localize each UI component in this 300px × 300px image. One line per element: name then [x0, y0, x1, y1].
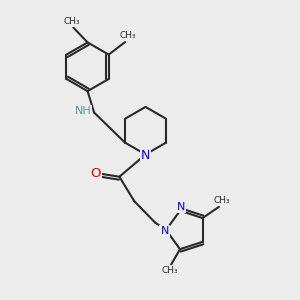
Text: CH₃: CH₃ — [119, 31, 136, 40]
Text: NH: NH — [74, 106, 91, 116]
Text: N: N — [141, 149, 150, 162]
Text: CH₃: CH₃ — [161, 266, 178, 275]
Text: CH₃: CH₃ — [214, 196, 230, 205]
Text: N: N — [177, 202, 185, 212]
Text: CH₃: CH₃ — [64, 16, 80, 26]
Text: N: N — [160, 226, 169, 236]
Text: O: O — [90, 167, 101, 180]
